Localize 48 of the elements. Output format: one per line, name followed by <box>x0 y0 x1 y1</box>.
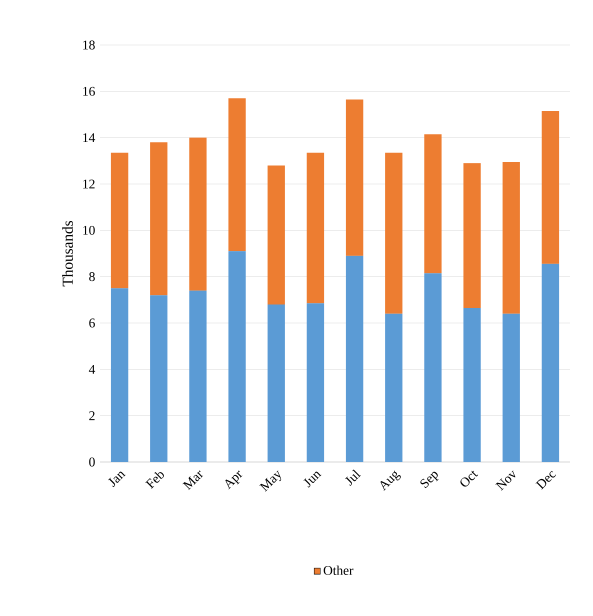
bar <box>346 99 364 256</box>
y-tick-label: 0 <box>89 458 95 466</box>
x-tick-label: May <box>259 470 282 492</box>
x-tick-label: Aug <box>380 470 401 491</box>
bar <box>502 162 520 314</box>
bar <box>228 98 246 252</box>
bar <box>424 273 442 462</box>
x-tick-label: Feb <box>145 472 164 489</box>
x-tick-label: Jun <box>303 472 322 488</box>
bar <box>189 138 207 291</box>
bar <box>542 264 560 462</box>
bar <box>463 308 481 462</box>
bar <box>268 304 285 462</box>
y-tick-label: 6 <box>89 318 95 328</box>
x-tick-label: Jan <box>108 472 126 488</box>
bar <box>385 152 402 314</box>
bar <box>110 152 128 288</box>
y-tick-label: 4 <box>88 364 96 374</box>
bar <box>424 134 442 274</box>
bar <box>268 165 285 304</box>
x-tick-label: Mar <box>182 470 204 490</box>
legend-label: Other <box>324 566 354 575</box>
bar <box>306 152 324 304</box>
y-tick-label: 16 <box>83 86 95 96</box>
x-tick-label: Sep <box>420 472 439 488</box>
y-tick-label: 12 <box>83 180 95 188</box>
x-tick-label: Apr <box>225 470 242 490</box>
y-tick-label: 14 <box>83 133 96 142</box>
bar <box>463 163 481 308</box>
y-axis-title: Thousands <box>62 220 73 286</box>
x-tick-label: Jul <box>345 470 361 486</box>
y-tick-label: 10 <box>83 226 95 235</box>
x-tick-label: Oct <box>460 470 478 487</box>
bar <box>542 111 560 264</box>
bar <box>150 142 168 296</box>
y-tick-label: 2 <box>89 411 95 420</box>
x-tick-label: Dec <box>536 470 556 490</box>
bar <box>150 295 168 462</box>
bar <box>306 303 324 462</box>
bar <box>502 314 520 462</box>
y-tick-label: 8 <box>89 272 95 282</box>
bar <box>110 288 128 462</box>
bar <box>346 256 364 462</box>
y-tick-label: 18 <box>83 40 95 50</box>
bar <box>228 251 246 462</box>
bar <box>385 314 402 462</box>
x-tick-label: Nov <box>495 470 516 491</box>
bar <box>189 290 207 462</box>
